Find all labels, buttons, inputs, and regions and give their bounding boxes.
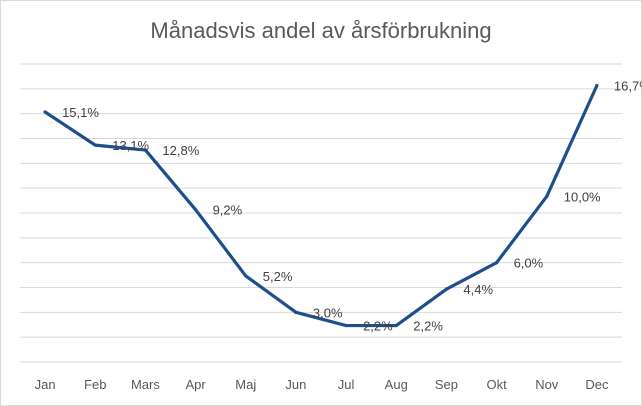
x-tick-label: Aug (385, 377, 408, 392)
data-label: 9,2% (213, 203, 243, 218)
x-tick-label: Dec (585, 377, 609, 392)
data-point (344, 323, 348, 328)
x-tick-label: Mars (131, 377, 160, 392)
data-point (545, 194, 549, 199)
data-label: 2,2% (363, 319, 393, 334)
data-point (444, 287, 449, 291)
data-point (43, 110, 47, 114)
data-label: 4,4% (463, 282, 493, 297)
x-tick-label: Apr (185, 377, 206, 392)
data-label: 13,1% (112, 138, 149, 153)
data-point (93, 143, 97, 147)
x-tick-label: Feb (84, 377, 106, 392)
data-label: 6,0% (514, 256, 544, 271)
data-point (494, 261, 499, 265)
x-tick-label: Jul (338, 377, 355, 392)
x-tick-label: Nov (535, 377, 559, 392)
data-label: 3,0% (313, 305, 343, 320)
x-tick-label: Jun (285, 377, 306, 392)
data-label: 5,2% (263, 269, 293, 284)
x-tick-label: Jan (35, 377, 56, 392)
x-tick-label: Maj (235, 377, 256, 392)
data-label: 16,7% (614, 79, 642, 94)
data-point (244, 274, 248, 278)
data-label: 2,2% (413, 319, 443, 334)
data-label: 15,1% (62, 105, 99, 120)
series-line (43, 83, 599, 328)
data-point (143, 148, 148, 152)
data-label: 10,0% (564, 189, 601, 204)
data-point (394, 323, 398, 328)
data-point (193, 208, 198, 212)
data-label: 12,8% (162, 143, 199, 158)
chart-title: Månadsvis andel av årsförbrukning (150, 18, 492, 43)
data-point (294, 310, 298, 314)
data-point (595, 83, 599, 88)
x-tick-label: Sep (435, 377, 458, 392)
x-tick-label: Okt (486, 377, 507, 392)
